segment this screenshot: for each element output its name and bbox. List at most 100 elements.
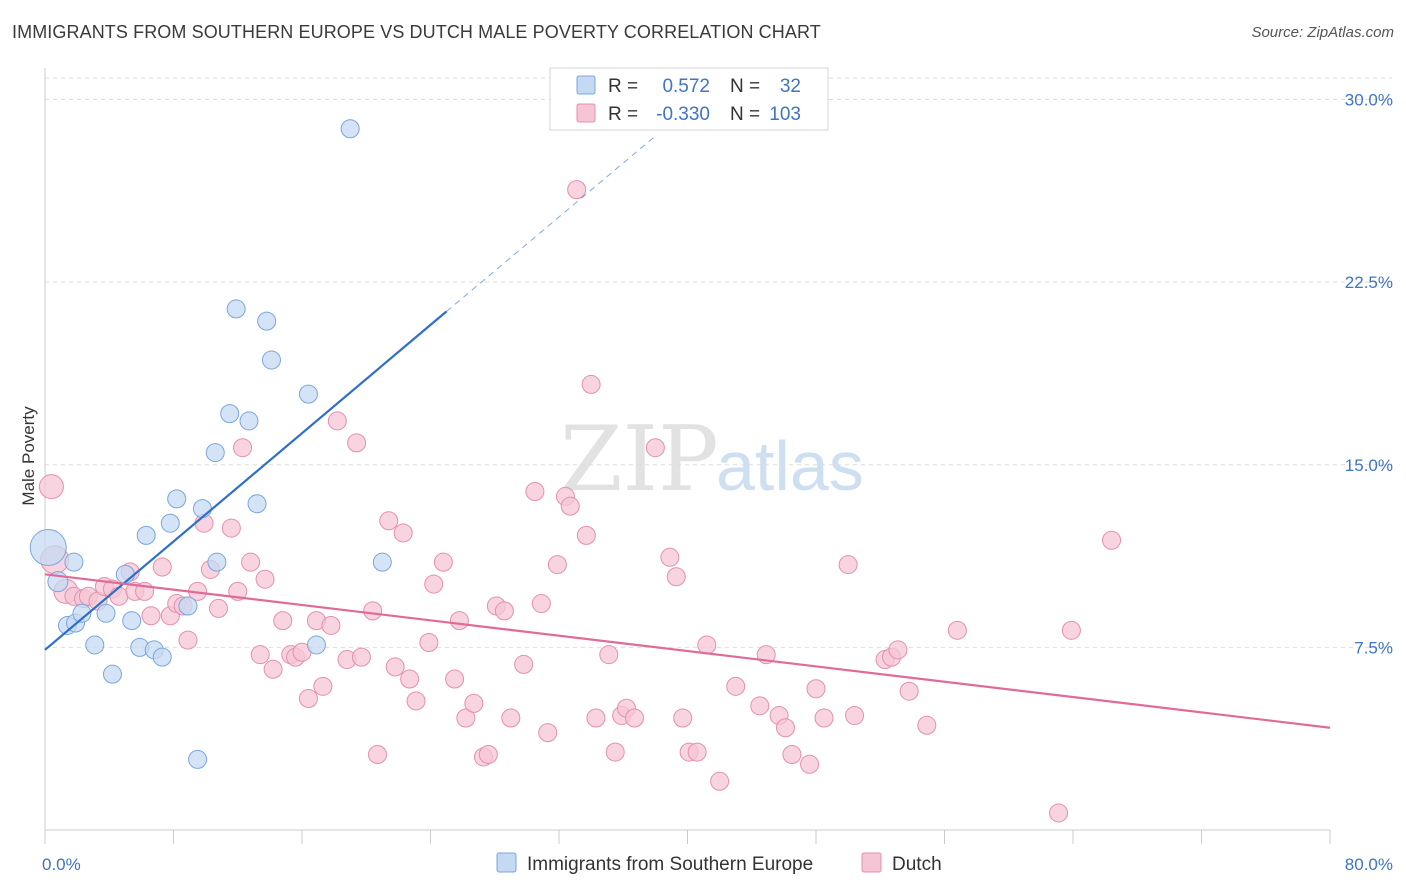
legend-bottom-item-2: Dutch	[892, 854, 942, 875]
immigrants-point	[122, 611, 142, 631]
immigrants-point	[226, 299, 246, 319]
dutch-point	[321, 615, 341, 635]
dutch-point	[363, 601, 383, 621]
dutch-point	[433, 552, 453, 572]
immigrants-point	[178, 596, 198, 616]
legend-bottom: Immigrants from Southern Europe Dutch	[496, 852, 942, 875]
dutch-point	[899, 681, 919, 701]
dutch-point	[255, 569, 275, 589]
immigrants-point	[372, 552, 392, 572]
dutch-point	[599, 645, 619, 665]
dutch-point	[538, 723, 558, 743]
immigrants-trend-line	[44, 310, 448, 651]
dutch-point	[586, 708, 606, 728]
legend-pink-swatch	[576, 103, 596, 123]
immigrants-point	[72, 603, 92, 623]
legend-r-label-2: R =	[608, 104, 638, 125]
dutch-point	[241, 552, 261, 572]
y-tick-label-1: 15.0%	[1345, 456, 1393, 475]
dutch-point	[393, 523, 413, 543]
legend-r-label-1: R =	[608, 76, 638, 97]
immigrants-point	[160, 513, 180, 533]
immigrants-point	[239, 411, 259, 431]
immigrants-point	[29, 529, 67, 567]
y-tick-label-0: 7.5%	[1354, 638, 1393, 657]
dutch-point	[1049, 803, 1069, 823]
immigrants-point	[257, 311, 277, 331]
x-tick-label-0: 0.0%	[42, 855, 81, 874]
immigrants-point	[261, 350, 281, 370]
dutch-point	[947, 620, 967, 640]
legend-blue-swatch	[576, 75, 596, 95]
dutch-point	[750, 696, 770, 716]
dutch-point	[178, 630, 198, 650]
immigrants-point	[115, 564, 135, 584]
dutch-point	[327, 411, 347, 431]
y-tick-label-3: 30.0%	[1345, 91, 1393, 110]
legend-top: R = 0.572 N = 32 R = -0.330 N = 103	[549, 67, 829, 131]
dutch-point	[208, 598, 228, 618]
dutch-point	[697, 635, 717, 655]
immigrants-point	[220, 404, 240, 424]
dutch-point	[845, 706, 865, 726]
dutch-point	[449, 611, 469, 631]
dutch-point	[838, 555, 858, 575]
dutch-point	[367, 745, 387, 765]
dutch-point	[464, 693, 484, 713]
dutch-point	[782, 745, 802, 765]
immigrants-point	[207, 552, 227, 572]
dutch-point	[525, 482, 545, 502]
source-credit: Source: ZipAtlas.com	[1251, 24, 1394, 41]
immigrants-point	[167, 489, 187, 509]
dutch-point	[221, 518, 241, 538]
x-tick-label-1: 80.0%	[1345, 855, 1393, 874]
dutch-point	[501, 708, 521, 728]
dutch-point	[666, 567, 686, 587]
dutch-point	[560, 496, 580, 516]
immigrants-point	[298, 384, 318, 404]
dutch-point	[456, 708, 476, 728]
dutch-point	[576, 525, 596, 545]
dutch-point	[673, 708, 693, 728]
immigrants-point	[306, 635, 326, 655]
dutch-point	[567, 180, 587, 200]
dutch-point	[109, 586, 129, 606]
immigrants-point	[96, 603, 116, 623]
dutch-point	[710, 771, 730, 791]
legend-n-label-2: N =	[730, 104, 760, 125]
watermark-zip: ZIP	[560, 407, 719, 512]
chart-title: IMMIGRANTS FROM SOUTHERN EUROPE VS DUTCH…	[12, 22, 821, 42]
dutch-point	[726, 676, 746, 696]
legend-r-value-2: -0.330	[656, 104, 710, 125]
dutch-point	[250, 645, 270, 665]
immigrants-point	[152, 647, 172, 667]
dutch-point	[400, 669, 420, 689]
y-tick-label-2: 22.5%	[1345, 273, 1393, 292]
immigrants-point	[64, 552, 84, 572]
immigrants-points	[29, 119, 392, 769]
dutch-point	[385, 657, 405, 677]
dutch-point	[419, 633, 439, 653]
dutch-point	[888, 640, 908, 660]
dutch-point	[1102, 530, 1122, 550]
dutch-point	[547, 555, 567, 575]
dutch-point	[379, 511, 399, 531]
legend-r-value-1: 0.572	[662, 76, 710, 97]
watermark-atlas: atlas	[716, 427, 864, 505]
dutch-point	[581, 374, 601, 394]
dutch-point	[273, 611, 293, 631]
dutch-point	[406, 691, 426, 711]
dutch-point	[800, 754, 820, 774]
dutch-point	[645, 438, 665, 458]
dutch-point	[494, 601, 514, 621]
dutch-point	[263, 659, 283, 679]
dutch-point	[141, 606, 161, 626]
legend-n-value-2: 103	[769, 104, 801, 125]
dutch-points	[38, 180, 1122, 823]
legend-bottom-pink-swatch	[861, 852, 882, 873]
immigrants-point	[205, 443, 225, 463]
dutch-point	[351, 647, 371, 667]
dutch-point	[624, 708, 644, 728]
dutch-point	[313, 676, 333, 696]
